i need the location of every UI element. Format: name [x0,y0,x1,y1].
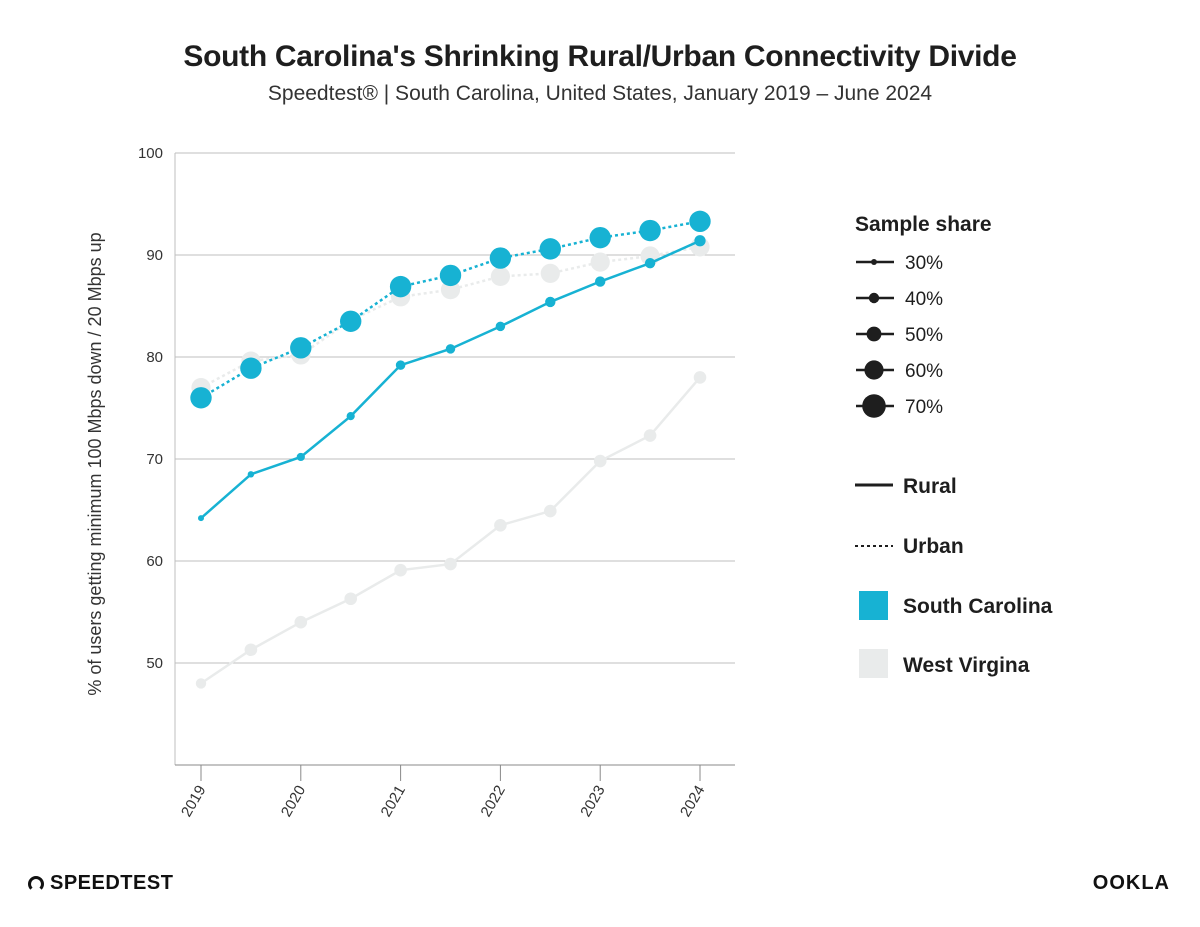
x-tick-label: 2022 [477,783,508,820]
data-point [540,263,560,283]
y-tick-label: 100 [138,145,163,162]
data-point [693,371,707,384]
data-point [590,252,610,272]
data-point [444,557,457,571]
data-point [539,238,561,260]
series-group [190,210,711,689]
data-point [244,643,258,657]
series-south-carolina-urban [190,210,711,409]
data-point [639,219,661,242]
legend-sc-label: South Carolina [903,595,1053,618]
data-point [495,321,506,332]
series-line [200,376,701,685]
data-point [395,360,406,370]
chart-subtitle: Speedtest® | South Carolina, United Stat… [267,82,933,105]
legend-size-title: Sample share [855,213,992,236]
data-point [589,226,611,249]
data-point [439,264,462,287]
legend-wv-label: West Virgina [903,654,1030,677]
series-south-carolina-rural [198,235,706,522]
data-point [445,344,456,354]
legend-size-marker [864,360,884,380]
gauge-icon [28,876,44,892]
y-axis-title: % of users getting minimum 100 Mbps down… [85,232,105,695]
chart-title: South Carolina's Shrinking Rural/Urban C… [183,40,1017,73]
data-point [198,515,204,522]
legend-size-label: 60% [905,361,943,382]
data-point [290,337,312,359]
x-tick-label: 2019 [178,783,209,820]
legend-size-label: 70% [905,397,943,418]
data-point [247,471,255,478]
legend-rural-label: Rural [903,475,957,498]
data-point [296,452,305,462]
data-point [346,412,355,421]
data-point [240,357,262,379]
data-point [545,296,556,308]
data-point [190,387,212,409]
data-point [643,429,657,442]
y-tick-label: 80 [146,349,163,366]
series-west-virgina-rural [195,371,707,689]
ookla-logo: OOKLA [1092,872,1170,894]
x-tick-label: 2024 [677,783,708,820]
legend: Sample share 30% 40% 50% 60% 70% Rural Urban Sou… [855,213,1053,678]
data-point [294,615,308,629]
legend-size-marker [871,259,877,265]
data-point [593,454,607,468]
axes: 50 60 70 80 90 100 2019 2020 2021 2022 2023 2024 % o… [85,145,735,820]
speedtest-logo-text: SPEEDTEST [50,872,174,894]
speedtest-logo: SPEEDTEST [28,872,173,895]
data-point [489,247,512,269]
data-point [694,235,706,247]
legend-size-label: 50% [905,325,943,346]
legend-wv-swatch [859,649,888,678]
series-line [200,245,701,389]
data-point [494,519,507,532]
series-west-virgina-urban [191,237,710,398]
data-point [544,504,557,518]
legend-size-marker [862,394,886,418]
legend-size-marker [866,326,882,342]
data-point [689,210,711,233]
y-tick-label: 70 [146,451,163,468]
x-tick-label: 2023 [577,783,608,820]
legend-urban-label: Urban [903,535,964,558]
x-tick-label: 2021 [378,783,409,820]
data-point [344,592,358,606]
legend-size-label: 30% [905,253,943,274]
legend-size-marker [868,292,880,304]
x-tick-label: 2020 [278,783,309,820]
legend-sc-swatch [859,591,888,620]
data-point [195,678,207,689]
legend-size-label: 40% [905,289,943,310]
y-tick-label: 90 [146,247,163,264]
data-point [644,257,656,269]
data-point [595,276,606,287]
data-point [490,266,510,287]
y-tick-label: 60 [146,553,163,570]
data-point [389,275,412,298]
series-line [200,220,701,399]
data-point [394,563,407,577]
data-point [340,310,362,332]
y-tick-label: 50 [146,655,163,672]
